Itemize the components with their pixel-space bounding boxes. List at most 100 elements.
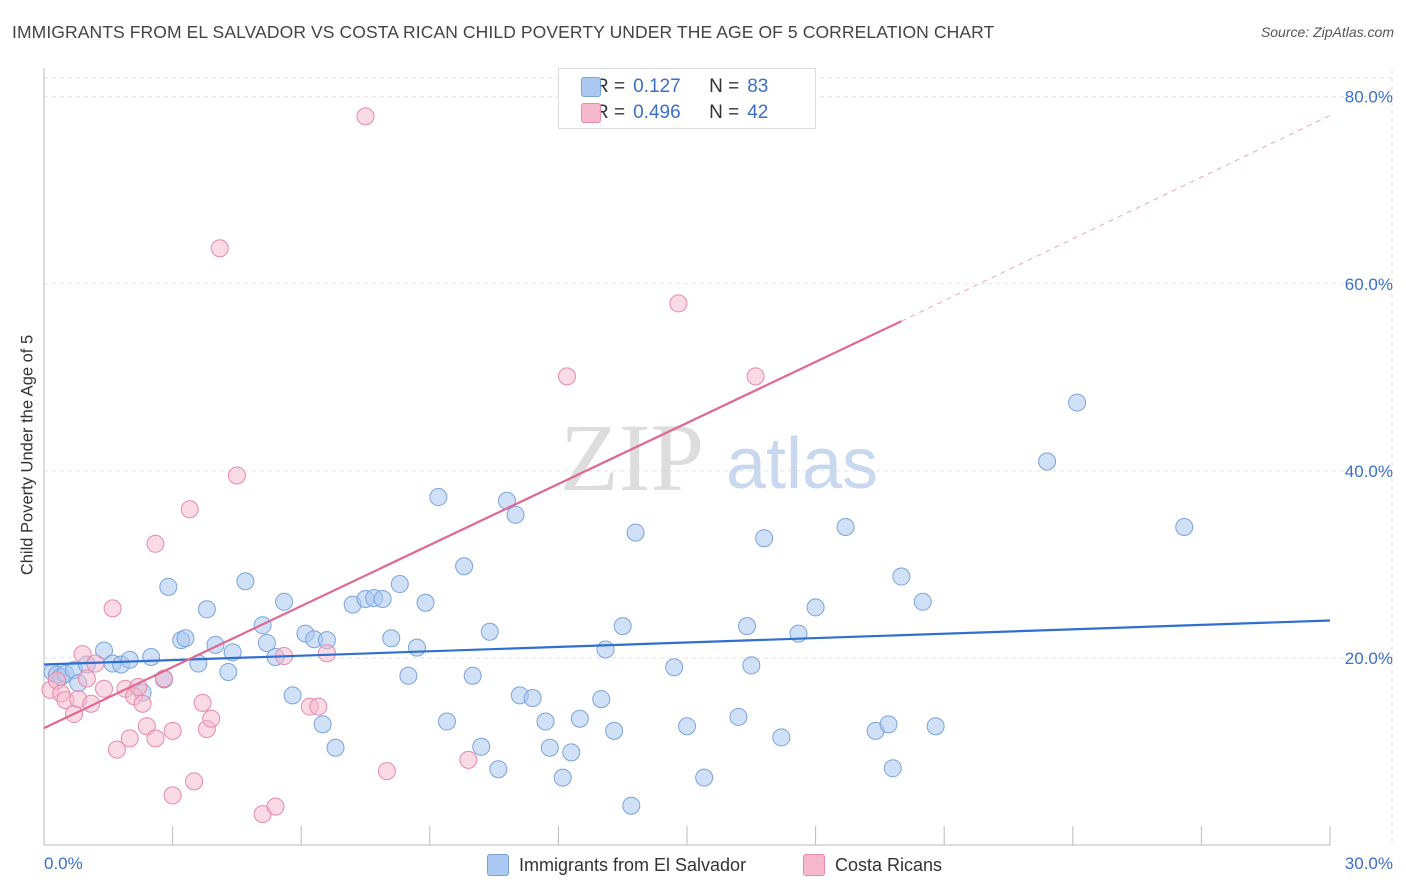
blue-swatch bbox=[581, 77, 601, 97]
data-point-costa-ricans bbox=[77, 669, 96, 688]
data-point-el-salvador bbox=[326, 738, 345, 757]
data-point-el-salvador bbox=[592, 690, 611, 709]
data-point-el-salvador bbox=[626, 523, 645, 542]
data-point-el-salvador bbox=[416, 593, 435, 612]
n-label: N = bbox=[709, 102, 740, 123]
data-point-costa-ricans bbox=[137, 717, 156, 736]
data-point-el-salvador bbox=[665, 658, 684, 677]
x-tick-label: 0.0% bbox=[44, 854, 83, 873]
data-point-el-salvador bbox=[540, 738, 559, 757]
data-point-costa-ricans bbox=[163, 721, 182, 740]
data-point-el-salvador bbox=[926, 717, 945, 736]
trend-line-costa-ricans-extension bbox=[901, 114, 1331, 322]
data-point-el-salvador bbox=[219, 662, 238, 681]
legend-label: Costa Ricans bbox=[835, 854, 943, 875]
data-point-el-salvador bbox=[236, 572, 255, 591]
bottom-legend: Immigrants from El Salvador Costa Ricans bbox=[0, 850, 1406, 880]
data-point-el-salvador bbox=[506, 505, 525, 524]
data-point-costa-ricans bbox=[557, 367, 576, 386]
r-label: R = bbox=[595, 102, 626, 123]
data-point-el-salvador bbox=[523, 689, 542, 708]
data-point-el-salvador bbox=[390, 575, 409, 594]
data-point-el-salvador bbox=[472, 737, 491, 756]
data-point-el-salvador bbox=[913, 592, 932, 611]
data-point-el-salvador bbox=[197, 600, 216, 619]
data-point-costa-ricans bbox=[317, 644, 336, 663]
data-point-el-salvador bbox=[729, 707, 748, 726]
x-tick-label: 30.0% bbox=[1345, 854, 1393, 873]
data-point-el-salvador bbox=[223, 643, 242, 662]
data-point-el-salvador bbox=[772, 728, 791, 747]
data-point-el-salvador bbox=[562, 743, 581, 762]
data-point-el-salvador bbox=[373, 589, 392, 608]
data-point-el-salvador bbox=[489, 760, 508, 779]
n-value: 83 bbox=[747, 76, 769, 97]
blue-swatch bbox=[487, 854, 509, 876]
data-point-costa-ricans bbox=[210, 239, 229, 258]
data-point-el-salvador bbox=[142, 647, 161, 666]
data-point-el-salvador bbox=[1068, 393, 1087, 412]
watermark-zip: ZIP bbox=[560, 404, 704, 511]
data-point-el-salvador bbox=[570, 709, 589, 728]
data-point-el-salvador bbox=[437, 712, 456, 731]
data-point-el-salvador bbox=[407, 638, 426, 657]
data-point-el-salvador bbox=[553, 768, 572, 787]
data-point-costa-ricans bbox=[193, 693, 212, 712]
data-point-el-salvador bbox=[892, 567, 911, 586]
data-point-el-salvador bbox=[480, 622, 499, 641]
y-tick-label: 60.0% bbox=[1345, 275, 1393, 294]
gridlines bbox=[44, 70, 1393, 845]
watermark-atlas: atlas bbox=[726, 424, 878, 504]
data-point-el-salvador bbox=[283, 686, 302, 705]
data-point-el-salvador bbox=[176, 629, 195, 648]
data-point-el-salvador bbox=[613, 617, 632, 636]
source-label: Source: ZipAtlas.com bbox=[1260, 24, 1394, 40]
data-point-costa-ricans bbox=[155, 669, 174, 688]
data-point-el-salvador bbox=[1038, 452, 1057, 471]
legend-item-el-salvador[interactable]: Immigrants from El Salvador bbox=[487, 854, 746, 876]
data-point-el-salvador bbox=[159, 577, 178, 596]
stats-row-el-salvador: R = 0.127 N = 83 bbox=[581, 74, 769, 100]
data-point-costa-ricans bbox=[163, 786, 182, 805]
y-tick-label: 80.0% bbox=[1345, 88, 1393, 107]
data-point-costa-ricans bbox=[107, 740, 126, 759]
y-tick-label: 40.0% bbox=[1345, 462, 1393, 481]
data-point-el-salvador bbox=[313, 715, 332, 734]
data-point-el-salvador bbox=[1175, 517, 1194, 536]
data-point-costa-ricans bbox=[746, 367, 765, 386]
data-point-el-salvador bbox=[742, 656, 761, 675]
data-point-el-salvador bbox=[678, 717, 696, 736]
data-point-el-salvador bbox=[806, 598, 825, 617]
data-point-el-salvador bbox=[605, 721, 624, 740]
data-point-costa-ricans bbox=[459, 750, 478, 769]
data-point-el-salvador bbox=[755, 529, 774, 548]
data-point-el-salvador bbox=[536, 712, 555, 731]
data-point-el-salvador bbox=[463, 666, 482, 685]
axes bbox=[43, 68, 1331, 846]
data-point-el-salvador bbox=[695, 768, 714, 787]
data-point-el-salvador bbox=[382, 629, 401, 648]
data-point-costa-ricans bbox=[146, 729, 165, 748]
data-point-el-salvador bbox=[95, 641, 114, 660]
data-point-costa-ricans bbox=[669, 294, 688, 313]
data-point-costa-ricans bbox=[309, 697, 328, 716]
data-point-costa-ricans bbox=[95, 679, 114, 698]
n-value: 42 bbox=[747, 102, 769, 123]
legend-label: Immigrants from El Salvador bbox=[519, 854, 747, 875]
data-point-costa-ricans bbox=[103, 599, 122, 618]
y-tick-label: 20.0% bbox=[1345, 649, 1393, 668]
trend-lines bbox=[43, 114, 1331, 730]
trend-line-el-salvador bbox=[43, 619, 1331, 666]
data-point-el-salvador bbox=[257, 633, 276, 652]
data-point-costa-ricans bbox=[180, 500, 199, 519]
data-point-el-salvador bbox=[883, 759, 902, 778]
data-point-costa-ricans bbox=[133, 694, 152, 713]
data-point-el-salvador bbox=[455, 557, 474, 576]
data-point-costa-ricans bbox=[185, 772, 204, 791]
legend-item-costa-ricans[interactable]: Costa Ricans bbox=[803, 854, 942, 876]
pink-swatch bbox=[803, 854, 825, 876]
data-point-costa-ricans bbox=[202, 709, 221, 728]
data-point-el-salvador bbox=[275, 592, 294, 611]
stats-row-costa-ricans: R = 0.496 N = 42 bbox=[581, 100, 769, 126]
